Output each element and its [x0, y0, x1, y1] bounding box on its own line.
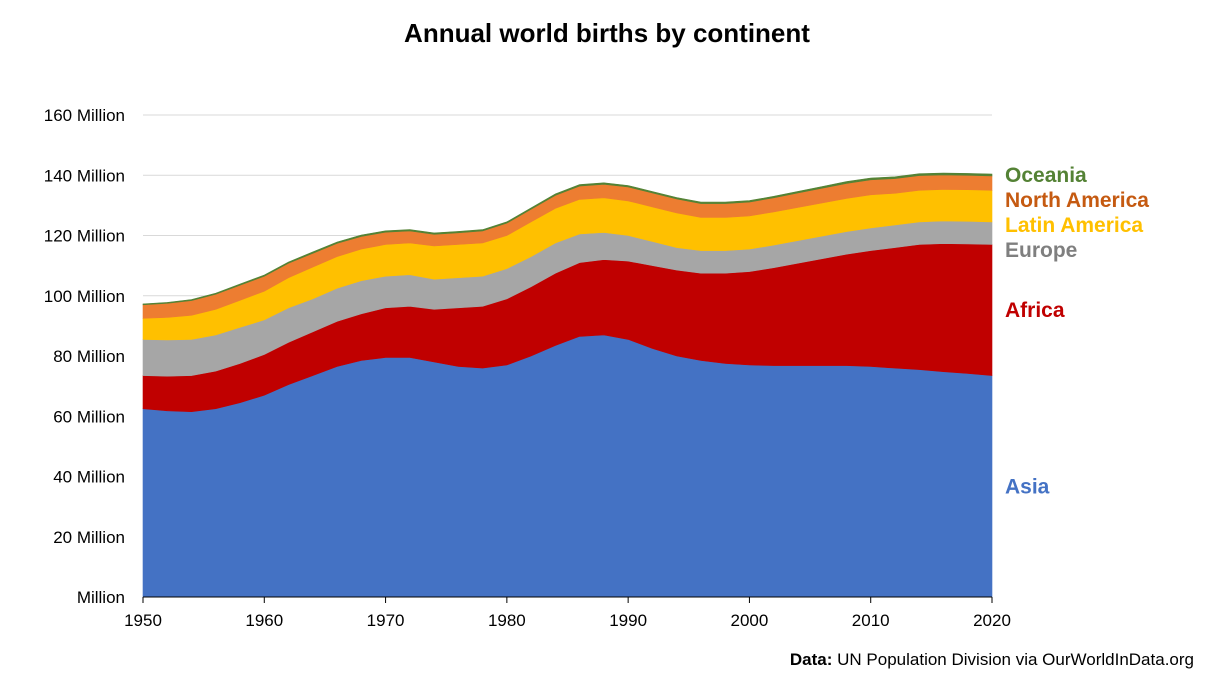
source-note: Data: UN Population Division via OurWorl…: [790, 650, 1194, 670]
source-label: Data:: [789, 650, 833, 669]
x-tick-label: 1980: [488, 611, 526, 630]
series-label-north-america: North America: [1005, 189, 1149, 212]
y-tick-label: 160 Million: [44, 106, 125, 125]
x-tick-label: 1960: [245, 611, 283, 630]
y-tick-label: 80 Million: [53, 347, 125, 366]
series-label-europe: Europe: [1005, 239, 1077, 262]
x-tick-label: 2010: [852, 611, 890, 630]
x-tick-label: 2020: [973, 611, 1011, 630]
y-tick-label: Million: [77, 588, 125, 607]
y-tick-label: 40 Million: [53, 468, 125, 487]
source-text: UN Population Division via OurWorldInDat…: [832, 650, 1194, 669]
x-tick-label: 1970: [367, 611, 405, 630]
area-oceania: [142, 172, 993, 306]
x-tick-label: 2000: [731, 611, 769, 630]
x-axis-tick-labels: 1950 1960 1970 1980 1990 2000 2010 2020: [124, 611, 1011, 630]
series-label-asia: Asia: [1005, 475, 1050, 498]
y-tick-label: 60 Million: [53, 407, 125, 426]
y-tick-label: 120 Million: [44, 227, 125, 246]
x-tick-label: 1950: [124, 611, 162, 630]
y-axis-tick-labels: Million 20 Million 40 Million 60 Million 80 …: [44, 106, 125, 607]
chart-title: Annual world births by continent: [404, 18, 810, 48]
series-label-oceania: Oceania: [1005, 164, 1087, 187]
y-tick-label: 20 Million: [53, 528, 125, 547]
y-tick-label: 140 Million: [44, 166, 125, 185]
series-label-latin-america: Latin America: [1005, 214, 1143, 237]
axes: [142, 596, 993, 603]
x-tick-label: 1990: [609, 611, 647, 630]
series-areas: [142, 172, 993, 598]
series-label-africa: Africa: [1005, 299, 1065, 322]
y-tick-label: 100 Million: [44, 287, 125, 306]
